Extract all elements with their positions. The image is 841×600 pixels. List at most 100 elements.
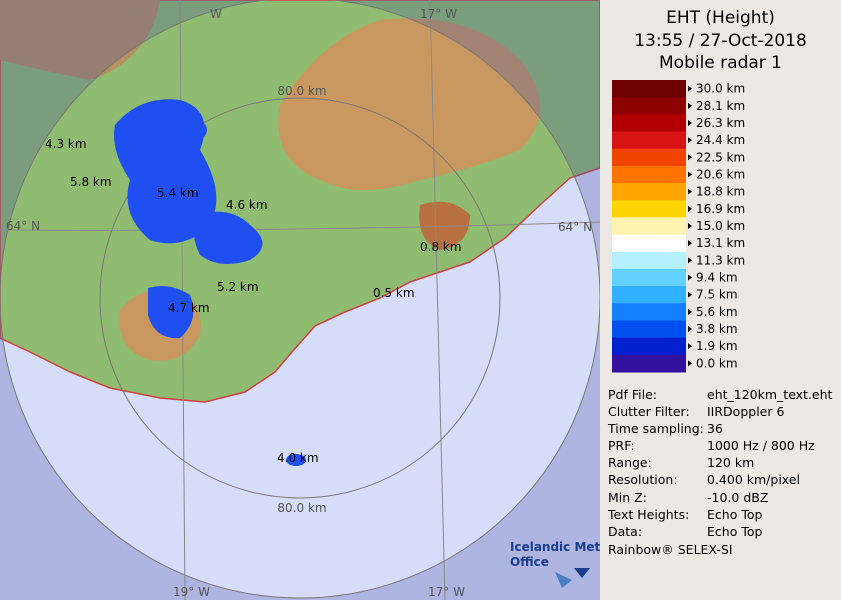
legend-label: 1.9 km bbox=[696, 339, 738, 353]
legend-swatch bbox=[612, 303, 686, 321]
legend-tick bbox=[688, 154, 692, 161]
echo-top-label: 4.0 km bbox=[277, 451, 319, 465]
echo bbox=[148, 286, 194, 339]
info-row: Min Z: -10.0 dBZ bbox=[608, 490, 832, 507]
info-row: Clutter Filter: IIRDoppler 6 bbox=[608, 404, 832, 421]
radar-name: Mobile radar 1 bbox=[659, 53, 782, 73]
grid-label: 19° W bbox=[173, 585, 210, 599]
legend-label: 18.8 km bbox=[696, 185, 745, 199]
info-value: eht_120km_text.eht bbox=[707, 387, 833, 402]
footer: Rainbow® SELEX-SI bbox=[608, 542, 733, 557]
info-key: Time sampling: bbox=[608, 421, 704, 437]
echo-top-label: 0.5 km bbox=[373, 286, 415, 300]
info-row: Time sampling: 36 bbox=[608, 421, 832, 438]
legend-swatch bbox=[612, 217, 686, 236]
legend-label: 20.6 km bbox=[696, 167, 745, 181]
legend-tick bbox=[688, 137, 692, 144]
echo-top-label: 4.7 km bbox=[168, 301, 210, 315]
range-label: 80.0 km bbox=[277, 84, 326, 98]
info-panel: EHT (Height) 13:55 / 27-Oct-2018 Mobile … bbox=[600, 0, 841, 600]
info-value: IIRDoppler 6 bbox=[707, 404, 785, 420]
echo-top-label: 5.4 km bbox=[157, 186, 199, 200]
info-row: Data: Echo Top bbox=[608, 524, 832, 541]
info-key: Min Z: bbox=[608, 489, 647, 505]
info-value: Echo Top bbox=[707, 523, 763, 539]
grid-label: 17° W bbox=[428, 585, 465, 599]
info-value: 0.400 km/pixel bbox=[707, 472, 800, 488]
legend-label: 13.1 km bbox=[696, 236, 745, 250]
logo-text: Icelandic Met bbox=[510, 540, 600, 554]
legend-tick bbox=[688, 85, 692, 92]
info-value: 120 km bbox=[707, 455, 755, 471]
legend-swatch bbox=[612, 114, 686, 133]
legend-tick bbox=[688, 360, 692, 367]
legend-swatch bbox=[612, 200, 686, 218]
legend-swatch bbox=[612, 183, 686, 201]
range-ring bbox=[99, 97, 501, 499]
logo-text: Office bbox=[510, 555, 549, 569]
time: 13:55 / 27-Oct-2018 bbox=[634, 31, 807, 51]
legend-label: 15.0 km bbox=[696, 219, 745, 233]
logo-mark bbox=[555, 572, 572, 588]
highland bbox=[278, 18, 540, 191]
legend-label: 24.4 km bbox=[696, 133, 745, 147]
info-row: PRF: 1000 Hz / 800 Hz bbox=[608, 438, 832, 455]
legend-label: 30.0 km bbox=[696, 82, 745, 96]
legend-label: 16.9 km bbox=[696, 202, 745, 216]
legend-swatch bbox=[612, 286, 686, 304]
echo bbox=[193, 211, 263, 264]
grid-label: 64° N bbox=[6, 219, 40, 233]
legend-label: 5.6 km bbox=[696, 305, 738, 319]
legend-swatch bbox=[612, 320, 686, 339]
legend-label: 28.1 km bbox=[696, 99, 745, 113]
legend-tick bbox=[688, 343, 692, 350]
info-key: Clutter Filter: bbox=[608, 404, 690, 420]
info-key: Range: bbox=[608, 455, 652, 471]
grid-label: W bbox=[210, 7, 222, 21]
echoes bbox=[114, 99, 306, 466]
echo bbox=[286, 454, 306, 466]
info-value: Echo Top bbox=[707, 506, 763, 522]
echo-top-label: 4.6 km bbox=[226, 198, 268, 212]
info-key: Data: bbox=[608, 523, 643, 539]
info-key: Text Heights: bbox=[608, 506, 690, 522]
grid-label: 64° N bbox=[558, 220, 592, 234]
highland bbox=[0, 0, 160, 80]
legend-swatch bbox=[612, 97, 686, 115]
legend-swatch bbox=[612, 234, 686, 253]
echo-top-label: 5.8 km bbox=[70, 175, 112, 189]
info-key: Pdf File: bbox=[608, 387, 657, 402]
info-table: Pdf File: eht_120km_text.eht Clutter Filte… bbox=[608, 387, 832, 541]
legend-tick bbox=[688, 102, 692, 109]
legend-tick bbox=[688, 274, 692, 281]
info-row: Range: 120 km bbox=[608, 455, 832, 472]
legend-tick bbox=[688, 223, 692, 229]
title: EHT (Height) bbox=[666, 8, 775, 28]
legend-swatch bbox=[612, 148, 686, 167]
info-row: Text Heights: Echo Top bbox=[608, 507, 832, 524]
legend-label: 0.0 km bbox=[696, 356, 738, 370]
info-row: Pdf File: eht_120km_text.eht bbox=[608, 387, 832, 404]
latitude-line bbox=[0, 221, 600, 231]
legend-tick bbox=[688, 257, 692, 264]
legend-swatch bbox=[612, 337, 686, 356]
legend-label: 11.3 km bbox=[696, 253, 745, 267]
legend-label: 22.5 km bbox=[696, 150, 745, 164]
radar-map: 80.0 km 80.0 km W 17° W 64° N 64° N 19° W 17° W… bbox=[0, 0, 600, 600]
echo bbox=[163, 116, 207, 144]
legend-label: 3.8 km bbox=[696, 322, 738, 336]
out-of-range bbox=[0, 0, 600, 600]
info-key: PRF: bbox=[608, 438, 635, 454]
legend-tick bbox=[688, 308, 692, 315]
legend-swatch bbox=[612, 268, 686, 287]
legend-tick bbox=[688, 240, 692, 247]
legend-label: 9.4 km bbox=[696, 271, 738, 285]
legend-label: 7.5 km bbox=[696, 288, 738, 302]
legend-swatch bbox=[612, 251, 686, 270]
echo-top-label: 5.2 km bbox=[217, 280, 259, 294]
legend-tick bbox=[688, 291, 692, 298]
legend-tick bbox=[688, 205, 692, 212]
highland bbox=[419, 201, 470, 250]
info-value: 36 bbox=[707, 421, 723, 437]
